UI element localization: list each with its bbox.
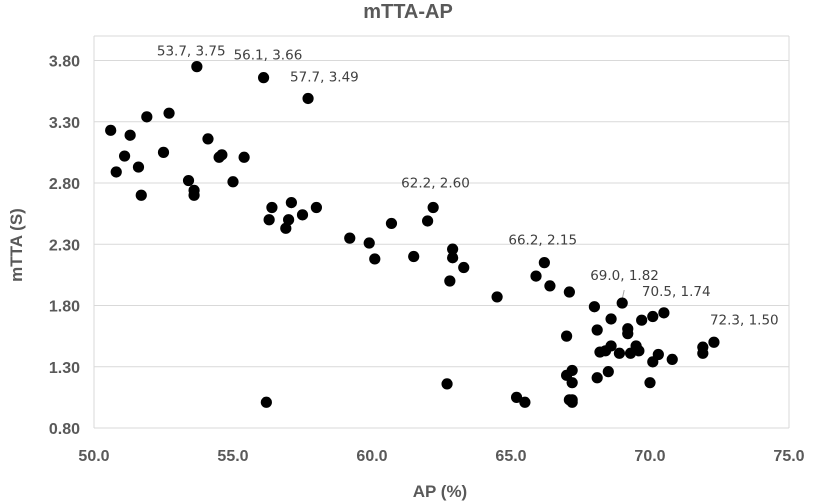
data-points: [105, 61, 720, 408]
data-point: [302, 92, 314, 105]
axes: [93, 36, 790, 429]
data-point: [636, 314, 648, 326]
data-point: [363, 237, 375, 249]
point-annotations: 53.7, 3.75 56.1, 3.66 57.7, 3.49 62.2, 2.60…: [157, 44, 779, 329]
data-point: [260, 396, 272, 408]
point-annotation: 57.7, 3.49: [290, 69, 359, 85]
y-axis-title: mTTA (S): [7, 208, 26, 282]
data-point: [105, 124, 117, 136]
data-point: [344, 232, 356, 244]
x-tick-label: 55.0: [217, 448, 248, 465]
data-point: [132, 161, 145, 173]
data-point: [118, 150, 131, 162]
y-tick-label: 1.80: [49, 299, 80, 316]
data-point: [163, 107, 175, 119]
y-tick-label: 2.30: [49, 237, 80, 254]
data-point: [157, 146, 170, 158]
data-point: [238, 151, 250, 163]
data-point: [110, 166, 122, 178]
data-point: [633, 345, 645, 357]
point-annotation: 72.3, 1.50: [710, 312, 779, 328]
y-tick-label: 2.80: [49, 176, 80, 193]
data-point: [458, 261, 470, 274]
x-axis-ticks: 50.0 55.0 60.0 65.0 70.0 75.0: [78, 448, 804, 465]
data-point: [385, 217, 398, 230]
data-point: [588, 301, 601, 313]
data-point: [652, 348, 664, 361]
data-point: [605, 313, 617, 325]
data-point: [369, 253, 381, 265]
data-point: [622, 328, 634, 340]
data-point: [283, 214, 295, 226]
data-point: [510, 391, 523, 403]
data-point: [697, 341, 709, 353]
x-tick-label: 75.0: [773, 448, 804, 465]
data-point: [658, 307, 670, 319]
data-point: [591, 324, 603, 336]
data-point: [647, 310, 659, 323]
data-point: [530, 270, 542, 282]
data-point: [227, 176, 239, 188]
data-point: [538, 257, 550, 269]
data-point: [296, 209, 309, 221]
data-point: [666, 353, 678, 365]
x-tick-label: 70.0: [634, 448, 665, 465]
data-point: [202, 133, 214, 145]
y-tick-label: 3.80: [49, 54, 80, 71]
y-axis-ticks: 0.80 1.30 1.80 2.30 2.80 3.30 3.80: [49, 54, 80, 439]
data-point: [491, 291, 503, 303]
data-point: [447, 243, 459, 255]
point-annotation: 69.0, 1.82: [590, 268, 659, 284]
point-annotation: 62.2, 2.60: [401, 176, 470, 192]
data-point: [310, 201, 322, 214]
data-point: [427, 201, 439, 214]
x-tick-label: 60.0: [356, 448, 387, 465]
data-point: [266, 201, 278, 214]
data-point: [644, 377, 656, 389]
data-point: [441, 378, 453, 390]
y-tick-label: 1.30: [49, 360, 80, 377]
data-point: [616, 297, 628, 309]
data-point: [519, 396, 531, 408]
x-axis-title: AP (%): [413, 482, 467, 501]
data-point: [141, 111, 153, 123]
data-point: [280, 222, 292, 234]
y-tick-label: 0.80: [49, 421, 80, 438]
point-annotation: 70.5, 1.74: [642, 284, 711, 300]
data-point: [602, 366, 614, 378]
y-tick-label: 3.30: [49, 115, 80, 132]
data-point: [591, 372, 603, 384]
data-point: [182, 174, 195, 187]
gridlines: [94, 35, 789, 429]
data-point: [191, 61, 203, 73]
point-annotation: 53.7, 3.75: [157, 44, 226, 60]
data-point: [566, 394, 578, 406]
data-point: [447, 252, 459, 264]
data-point: [135, 189, 147, 201]
data-point: [444, 275, 456, 287]
data-point: [285, 197, 297, 209]
data-point: [257, 72, 270, 84]
data-point: [544, 280, 556, 292]
data-point: [561, 330, 573, 342]
data-point: [124, 129, 136, 141]
data-point: [566, 364, 578, 377]
data-point: [613, 347, 626, 359]
point-annotation: 66.2, 2.15: [508, 233, 577, 249]
data-point: [566, 377, 578, 389]
data-point: [708, 336, 720, 348]
x-tick-label: 50.0: [78, 448, 109, 465]
data-point: [563, 286, 575, 298]
data-point: [408, 250, 420, 263]
data-point: [263, 214, 275, 226]
point-annotation: 56.1, 3.66: [234, 48, 303, 64]
data-point: [216, 149, 228, 161]
data-point: [422, 215, 434, 227]
data-point: [605, 340, 617, 352]
data-point: [188, 189, 200, 201]
x-tick-label: 65.0: [495, 448, 526, 465]
chart-title: mTTA-AP: [363, 1, 453, 23]
